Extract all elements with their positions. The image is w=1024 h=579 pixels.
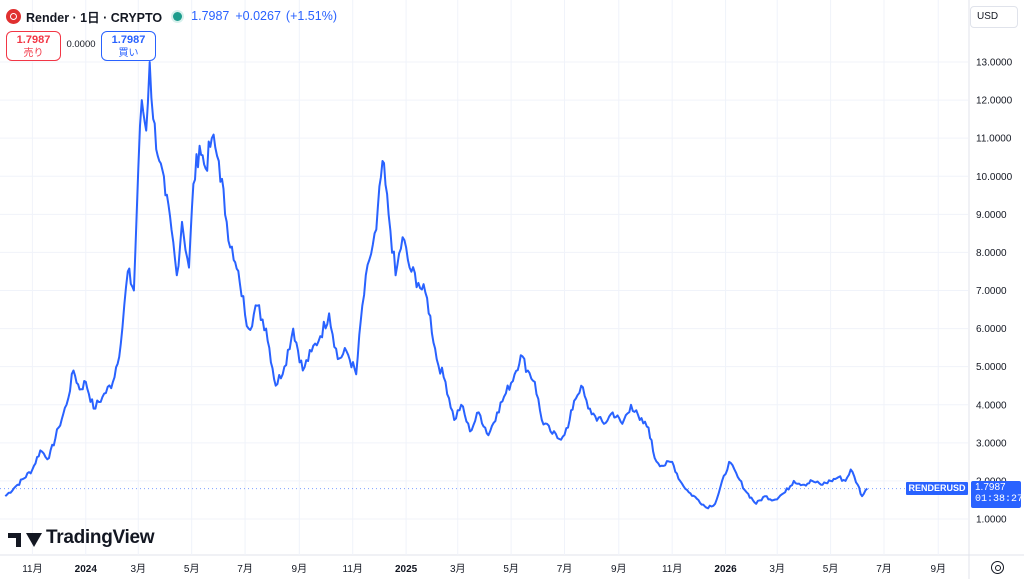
tradingview-wordmark: TradingView (46, 527, 155, 548)
time-axis-tick-label: 5月 (823, 563, 839, 575)
sell-label: 売り (23, 48, 44, 59)
price-series-line (4, 61, 868, 510)
symbol-title[interactable]: Render · 1日 · CRYPTO (26, 10, 163, 25)
time-axis-tick-label: 11月 (343, 563, 363, 575)
buy-button[interactable]: 1.7987 買い (101, 31, 156, 61)
tradingview-logo[interactable]: TradingView (8, 526, 155, 550)
time-axis-tick-label: 2024 (75, 564, 98, 575)
time-axis-tick-label: 7月 (237, 563, 253, 575)
price-change: +0.0267 (235, 9, 281, 23)
market-status-dot-icon[interactable] (173, 11, 183, 21)
time-axis-tick-label: 9月 (292, 563, 308, 575)
sell-price: 1.7987 (16, 34, 51, 46)
last-price: 1.7987 (191, 9, 230, 23)
bar-countdown: 01:38:27 (975, 494, 1024, 505)
price-axis-tick-label: 9.0000 (976, 210, 1007, 221)
currency-selector[interactable]: USD (970, 6, 1018, 28)
time-axis-tick-label: 5月 (503, 563, 519, 575)
price-axis-tick-label: 11.0000 (976, 134, 1012, 145)
buy-price: 1.7987 (111, 34, 146, 46)
last-price-tag: 1.7987 01:38:27 (971, 481, 1024, 508)
time-axis-tick-label: 11月 (22, 563, 42, 575)
time-axis-tick-label: 2026 (714, 564, 737, 575)
spread-value: 0.0000 (66, 39, 96, 50)
price-axis-tick-label: 8.0000 (976, 248, 1007, 259)
settings-icon[interactable] (991, 561, 1004, 574)
price-axis-tick-label: 4.0000 (976, 400, 1007, 411)
sell-button[interactable]: 1.7987 売り (6, 31, 61, 61)
time-axis-tick-label: 3月 (769, 563, 785, 575)
time-axis-tick-label: 11月 (662, 563, 682, 575)
time-axis-tick-label: 3月 (450, 563, 466, 575)
price-axis-tick-label: 12.0000 (976, 96, 1013, 107)
price-axis-tick-label: 6.0000 (976, 324, 1007, 335)
price-axis-tick-label: 1.0000 (976, 515, 1007, 526)
price-axis-tick-label: 5.0000 (976, 362, 1007, 373)
time-axis-tick-label: 7月 (557, 563, 573, 575)
time-axis-tick-label: 5月 (184, 563, 200, 575)
price-axis-tick-label: 7.0000 (976, 286, 1007, 297)
price-axis-tick-label: 3.0000 (976, 438, 1007, 449)
render-logo-icon (6, 8, 21, 24)
time-axis-tick-label: 9月 (611, 563, 627, 575)
time-axis-tick-label: 3月 (131, 563, 147, 575)
buy-label: 買い (118, 48, 139, 59)
price-axis-tick-label: 10.0000 (976, 172, 1013, 183)
tradingview-mark-icon (8, 529, 42, 547)
time-axis-tick-label: 9月 (930, 563, 946, 575)
time-axis-tick-label: 2025 (395, 564, 418, 575)
symbol-header: Render · 1日 · CRYPTO 1.7987 +0.0267 (+1.… (6, 6, 337, 26)
last-price-tag-value: 1.7987 (975, 482, 1006, 493)
price-change-percent: (+1.51%) (285, 9, 337, 23)
symbol-tag: RENDERUSD (906, 482, 968, 495)
time-axis-tick-label: 7月 (876, 563, 892, 575)
price-axis-tick-label: 13.0000 (976, 58, 1013, 69)
